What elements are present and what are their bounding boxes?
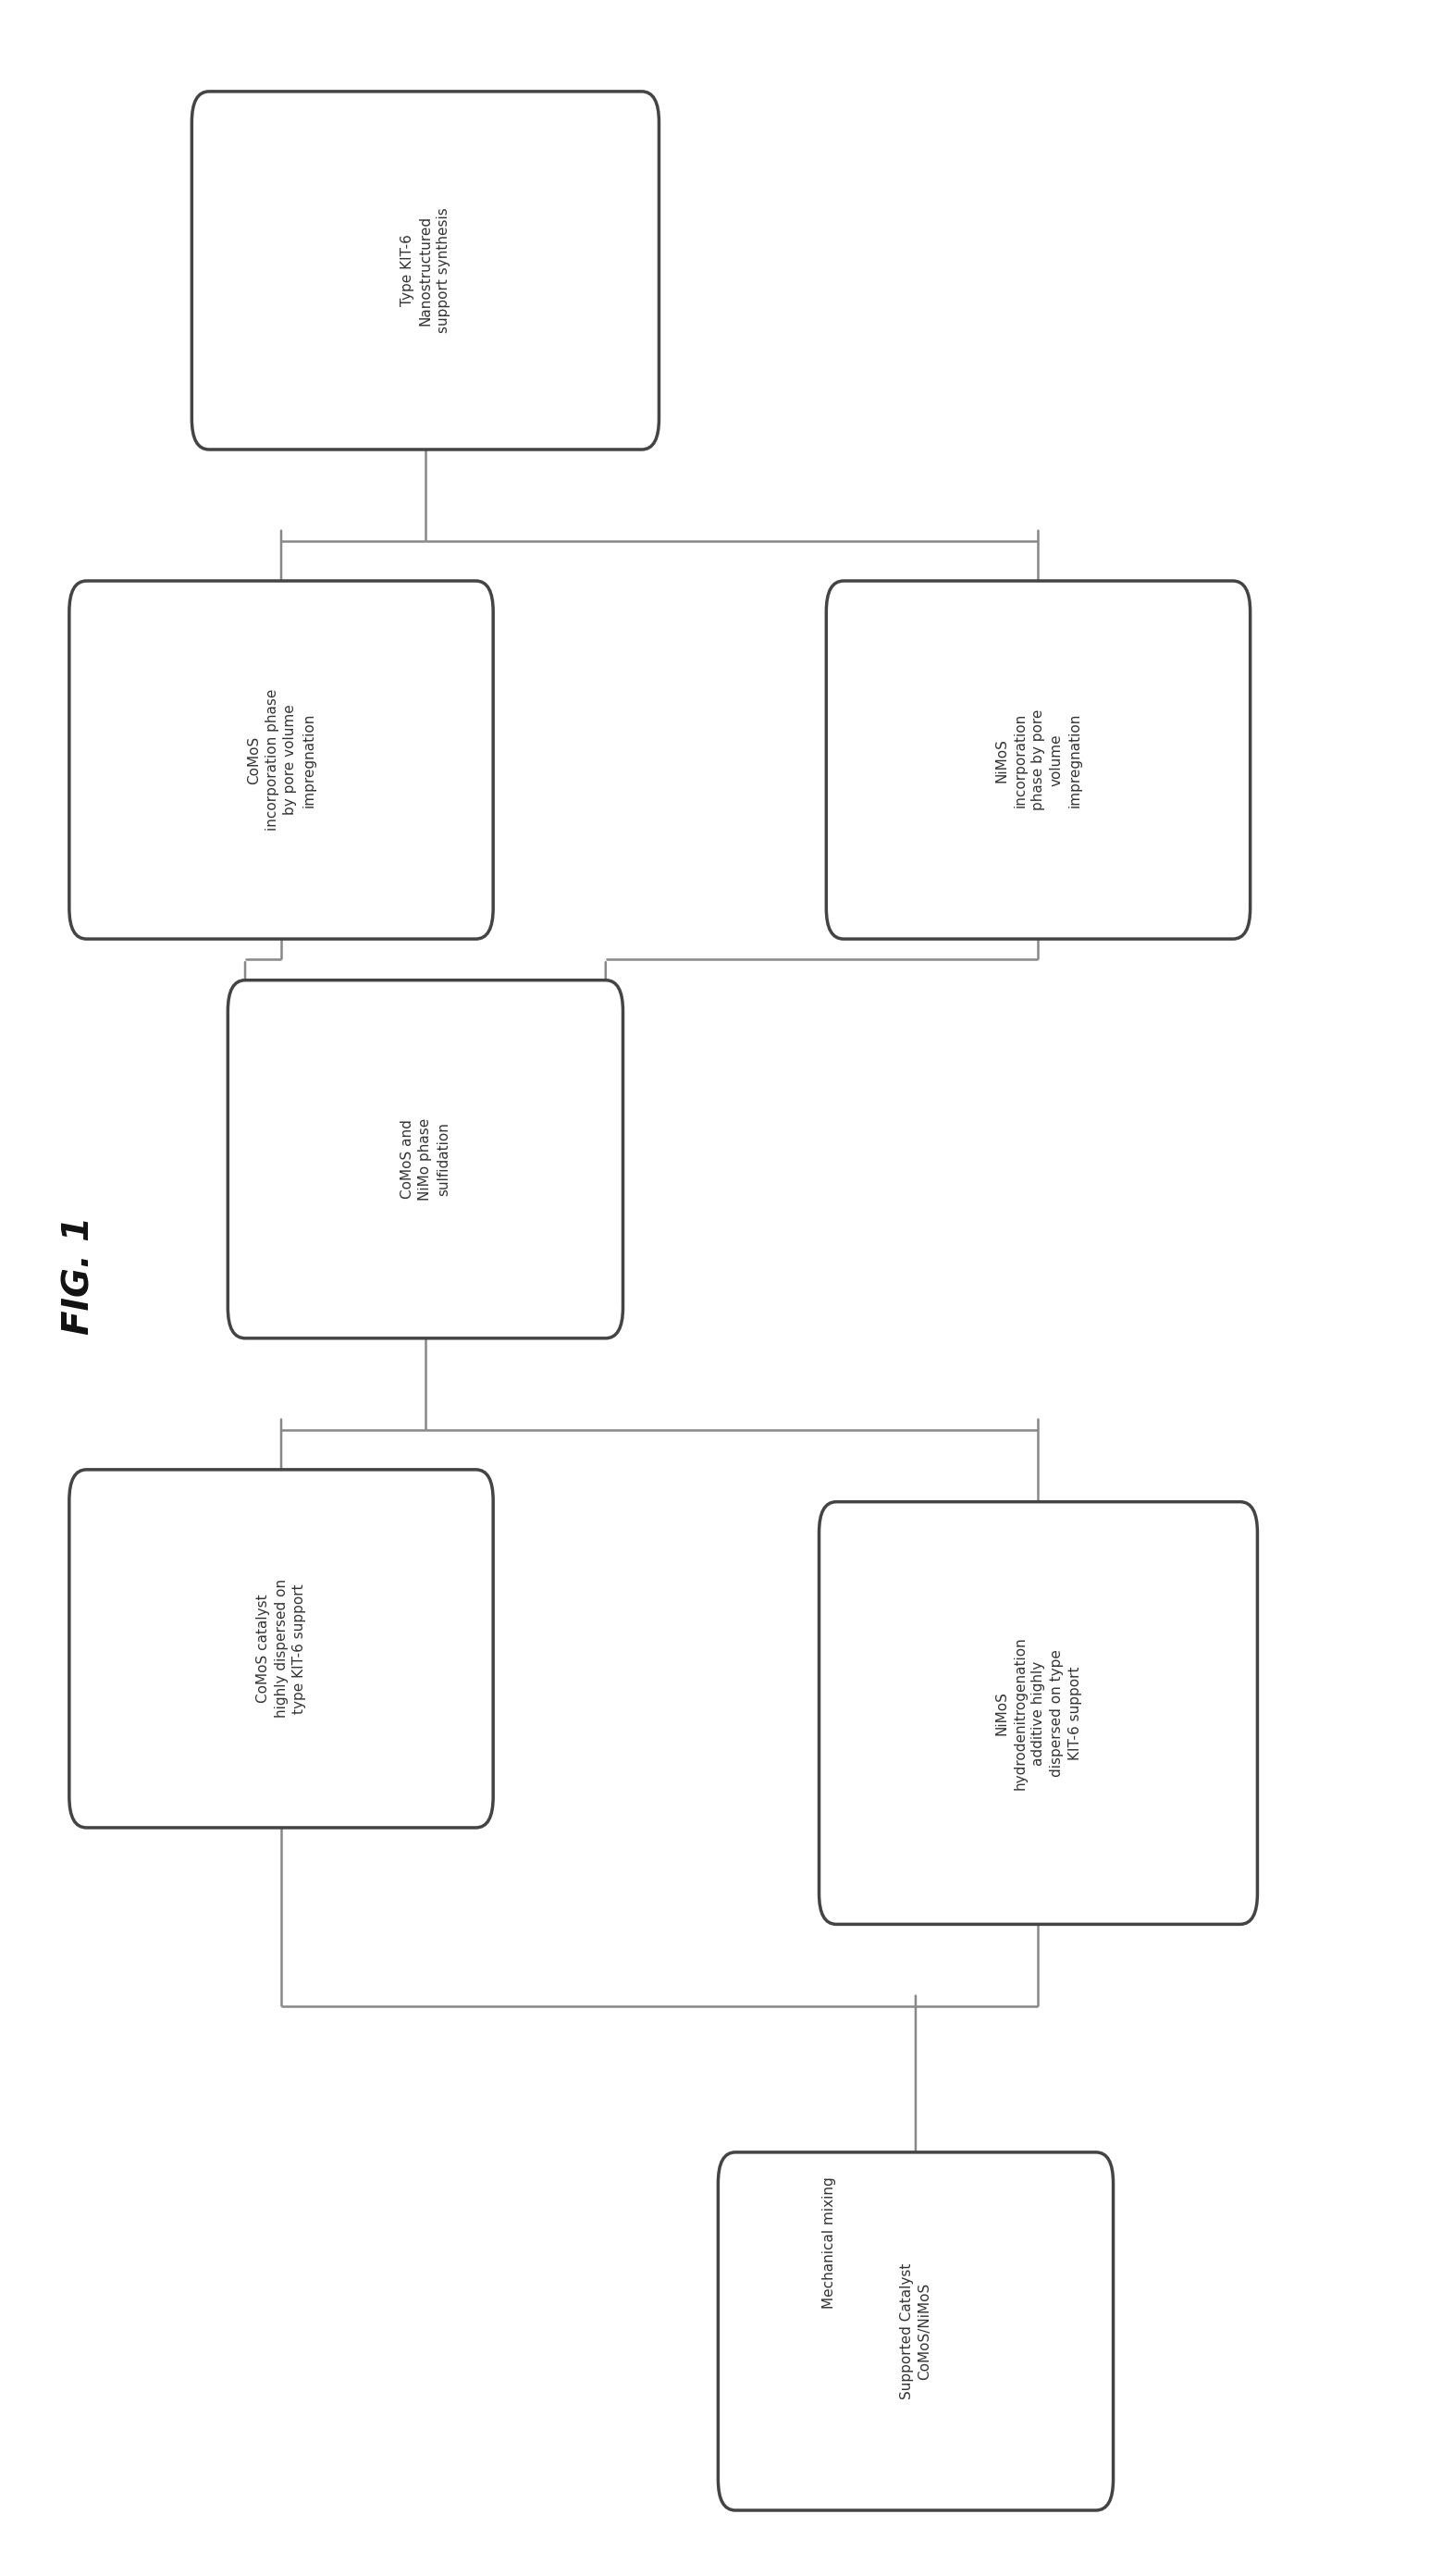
FancyBboxPatch shape [718, 2154, 1113, 2509]
FancyBboxPatch shape [69, 1468, 493, 1829]
Text: CoMoS
incorporation phase
by pore volume
impregnation: CoMoS incorporation phase by pore volume… [247, 688, 316, 832]
Text: FIG. 1: FIG. 1 [62, 1216, 97, 1334]
FancyBboxPatch shape [192, 93, 659, 451]
FancyBboxPatch shape [819, 1502, 1257, 1924]
Text: Supported Catalyst
CoMoS/NiMoS: Supported Catalyst CoMoS/NiMoS [900, 2264, 932, 2398]
Text: Mechanical mixing: Mechanical mixing [822, 2177, 836, 2308]
Text: NiMoS
hydrodenitrogenation
additive highly
dispersed on type
KIT-6 support: NiMoS hydrodenitrogenation additive high… [995, 1636, 1082, 1790]
Text: CoMoS and
NiMo phase
sulfidation: CoMoS and NiMo phase sulfidation [399, 1118, 451, 1200]
FancyBboxPatch shape [228, 979, 623, 1340]
Text: Type KIT-6
Nanostructured
support synthesis: Type KIT-6 Nanostructured support synthe… [399, 209, 451, 332]
FancyBboxPatch shape [826, 582, 1250, 940]
FancyBboxPatch shape [69, 582, 493, 940]
Text: NiMoS
incorporation
phase by pore
volume
impregnation: NiMoS incorporation phase by pore volume… [995, 708, 1082, 811]
Text: CoMoS catalyst
highly dispersed on
type KIT-6 support: CoMoS catalyst highly dispersed on type … [255, 1579, 307, 1718]
